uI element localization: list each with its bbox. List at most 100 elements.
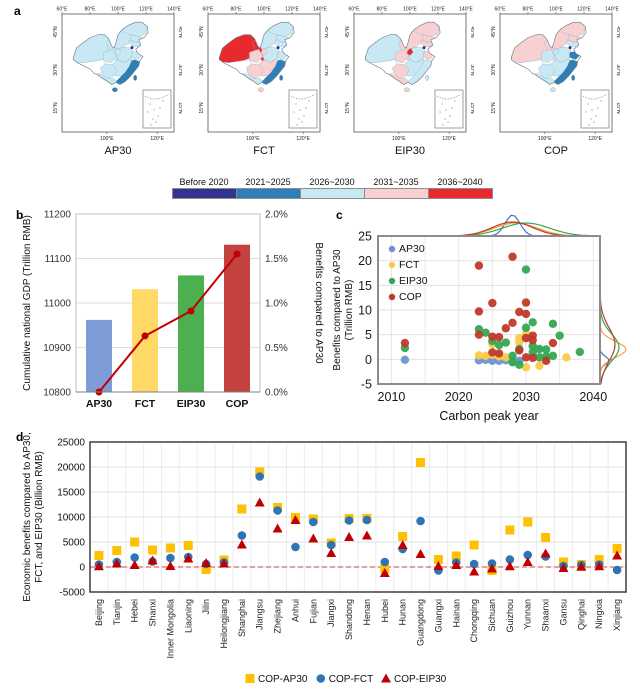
- province-label: Henan: [362, 599, 372, 626]
- map-tick-label: 120°E: [139, 7, 153, 13]
- scatter-point-FCT: [515, 338, 524, 347]
- scatter-point-COP: [548, 338, 558, 348]
- point-COP-AP30: [148, 545, 158, 555]
- axis-tick-label: 2010: [378, 390, 406, 404]
- y-axis-title-right: Benefits compared to AP30: [313, 242, 324, 364]
- scatter-point-FCT: [562, 353, 571, 362]
- map-region-ningxia: [406, 47, 414, 56]
- province-label: Chongqing: [469, 599, 479, 643]
- scatter-point-AP30: [488, 356, 497, 366]
- scatter-point-AP30: [400, 355, 410, 365]
- province-label: Fujian: [308, 599, 318, 624]
- province-label: Hubei: [380, 599, 390, 623]
- scatter-point-COP: [474, 261, 484, 270]
- legend-label: AP30: [399, 243, 425, 255]
- axis-tick-label: 0: [365, 353, 372, 367]
- point-COP-FCT: [130, 553, 139, 562]
- point-COP-EIP30: [451, 560, 462, 569]
- axis-tick-label: 10: [358, 304, 372, 318]
- map-region-southwest: [538, 63, 556, 79]
- panel-b-label: b: [16, 208, 24, 222]
- province-label: Shandong: [344, 599, 354, 640]
- map-tick-label: 100°E: [246, 136, 260, 142]
- map-tick-label: 45°N: [491, 26, 497, 38]
- point-COP-EIP30: [522, 557, 533, 566]
- point-COP-AP30: [451, 551, 461, 561]
- map-tick-label: 15°N: [53, 102, 59, 114]
- map-tick-label: 60°E: [57, 7, 69, 13]
- map-tick-label: 80°E: [231, 7, 243, 13]
- province-label: Jiangsu: [255, 599, 265, 630]
- map-tick-label: 60°E: [203, 7, 215, 13]
- map-tick-label: 45°N: [199, 26, 205, 38]
- map-region-hainan: [404, 87, 410, 92]
- peak-period-legend: Before 2020 2021~2025 2026~2030 2031~2035 20…: [172, 177, 493, 199]
- point-COP-FCT: [309, 517, 318, 527]
- scatter-point-EIP30: [528, 341, 537, 351]
- legend-label: 2021~2025: [245, 177, 291, 187]
- right-density-curve: [599, 236, 627, 384]
- y-axis-title-left: Cumulative national GDP (Trillion RMB): [22, 215, 33, 391]
- legend-label: FCT: [399, 259, 420, 271]
- point-COP-EIP30: [540, 548, 551, 558]
- map-tick-label: 45°N: [469, 26, 474, 38]
- scatter-point-COP: [488, 332, 497, 341]
- map-tick-label: 30°N: [345, 64, 351, 76]
- point-COP-FCT: [344, 516, 354, 525]
- point-COP-AP30: [433, 555, 443, 564]
- map-tick-label: 100°E: [257, 7, 271, 13]
- province-label: Inner Mongolia: [165, 599, 175, 659]
- legend-label: 2031~2035: [373, 177, 419, 187]
- province-label: Hunan: [398, 599, 408, 626]
- panel-a-label: a: [14, 4, 21, 18]
- scatter-point-EIP30: [501, 338, 511, 347]
- axis-tick-label: 10900: [43, 343, 71, 354]
- legend-label: COP-EIP30: [394, 674, 447, 685]
- scatter-point-EIP30: [515, 360, 524, 369]
- province-label: Hainan: [451, 599, 461, 628]
- scatter-point-EIP30: [555, 331, 564, 340]
- scatter-point-COP: [488, 298, 497, 308]
- y-axis-title: Economic benefits compared to AP30,: [22, 432, 33, 602]
- right-density-curve: [599, 236, 620, 385]
- map-tick-label: 140°E: [313, 7, 327, 13]
- legend-item: Before 2020: [172, 177, 237, 199]
- map-region-qinghai: [541, 48, 556, 63]
- legend-marker: [388, 245, 396, 253]
- maps-row: 60°E 80°E 100°E 120°E 140°E 45°N 45°N 30°N 30°N 1…: [42, 4, 620, 162]
- map-region-ningxia: [552, 47, 560, 56]
- scatter-point-COP: [508, 318, 517, 328]
- province-label: Heilongjiang: [219, 599, 229, 649]
- scatter-point-COP: [501, 324, 511, 333]
- legend-item: 2031~2035: [364, 177, 429, 199]
- province-label: Gansu: [558, 599, 568, 626]
- point-COP-EIP30: [326, 548, 337, 557]
- map-tick-label: 120°E: [150, 136, 164, 142]
- legend-label: 2026~2030: [309, 177, 355, 187]
- map-region-hainan: [112, 87, 118, 92]
- category-label: COP: [226, 398, 249, 410]
- map-tick-label: 100°E: [100, 136, 114, 142]
- axis-tick-label: 1.5%: [265, 254, 288, 265]
- scatter-point-COP: [515, 346, 524, 355]
- x-axis-title: Carbon peak year: [439, 409, 538, 423]
- scatter-point-EIP30: [548, 319, 558, 329]
- legend-item: 2021~2025: [236, 177, 301, 199]
- map-region-southwest: [392, 63, 410, 79]
- legend-swatch: [300, 188, 365, 199]
- province-label: Qinghai: [576, 599, 586, 630]
- map-tick-label: 15°N: [323, 102, 328, 114]
- map-tick-label: 60°E: [495, 7, 507, 13]
- legend-swatch: [172, 188, 237, 199]
- axis-tick-label: 2040: [579, 390, 607, 404]
- map-tick-label: 45°N: [615, 26, 620, 38]
- top-density-curve: [378, 221, 600, 237]
- map-tick-label: 30°N: [53, 64, 59, 76]
- map-tick-label: 30°N: [491, 64, 497, 76]
- map-tick-label: 80°E: [523, 7, 535, 13]
- province-label: Hebei: [130, 599, 140, 623]
- map-region-qinghai: [395, 48, 410, 63]
- south-china-sea-inset: [434, 89, 464, 129]
- point-COP-AP30: [255, 467, 265, 477]
- axis-tick-label: 1.0%: [265, 299, 288, 310]
